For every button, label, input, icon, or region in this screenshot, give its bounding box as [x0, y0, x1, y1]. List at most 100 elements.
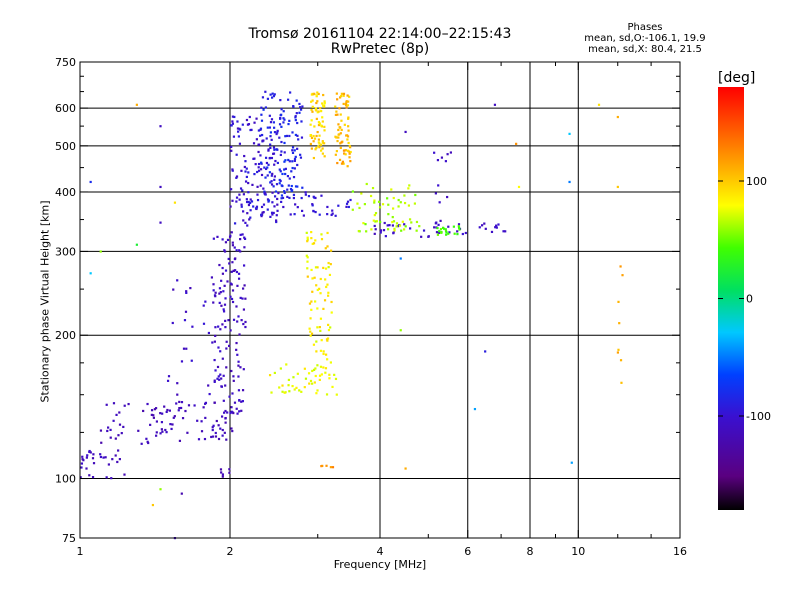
o-mode-point: [165, 410, 168, 414]
o-mode-point: [243, 154, 246, 158]
grid-layer: [80, 62, 680, 538]
x-mode-point: [326, 283, 329, 286]
o-mode-point: [146, 440, 149, 443]
o-mode-point: [269, 121, 273, 124]
o-mode-point: [403, 223, 406, 226]
o-mode-point: [288, 177, 291, 180]
x-mode-point: [295, 386, 298, 389]
o-mode-point: [152, 414, 155, 417]
x-mode-point: [318, 146, 321, 149]
x-mode-point: [316, 288, 319, 292]
o-mode-point: [241, 189, 244, 192]
o-mode-point: [218, 301, 221, 304]
o-mode-point: [291, 151, 295, 155]
scatter-point: [159, 221, 162, 224]
o-mode-point: [439, 219, 442, 222]
o-mode-point: [272, 211, 275, 215]
o-mode-point: [212, 283, 215, 286]
x-mode-point: [320, 238, 324, 241]
o-mode-point: [161, 412, 164, 415]
o-mode-point: [502, 230, 505, 233]
x-mode-point: [323, 299, 327, 302]
o-mode-point: [242, 308, 246, 311]
x-mode-point: [341, 160, 345, 163]
o-mode-point: [287, 158, 290, 162]
x-mode-point: [391, 220, 394, 224]
x-mode-point: [319, 107, 322, 110]
x-mode-point: [365, 182, 368, 186]
x-mode-point: [407, 204, 411, 207]
o-mode-point: [222, 374, 225, 377]
o-mode-point: [228, 262, 231, 265]
o-mode-point: [221, 323, 224, 326]
o-mode-point: [229, 234, 232, 237]
o-mode-point: [236, 127, 240, 130]
o-mode-point: [152, 416, 155, 419]
o-mode-point: [240, 400, 243, 403]
o-mode-point: [235, 175, 239, 178]
o-mode-point: [237, 272, 241, 275]
x-mode-point: [397, 198, 400, 202]
x-mode-point: [436, 227, 439, 230]
x-mode-point: [349, 150, 352, 154]
x-mode-point: [321, 152, 324, 155]
x-mode-point: [303, 367, 306, 370]
colorbar-tick-label: 100: [746, 175, 767, 188]
x-mode-point: [330, 300, 333, 304]
x-mode-point: [323, 100, 326, 103]
o-mode-point: [212, 237, 215, 240]
o-mode-point: [213, 401, 216, 404]
o-mode-point: [230, 406, 233, 409]
scatter-point: [515, 142, 518, 145]
o-mode-point: [147, 441, 150, 445]
o-mode-point: [231, 429, 234, 433]
o-mode-point: [269, 181, 272, 184]
o-mode-point: [289, 213, 292, 216]
o-mode-point: [307, 195, 311, 198]
o-mode-point: [284, 159, 287, 162]
x-mode-point: [619, 359, 623, 362]
o-mode-point: [226, 411, 229, 414]
o-mode-point: [104, 456, 107, 459]
x-mode-point: [327, 261, 330, 265]
x-mode-point: [621, 274, 624, 277]
x-mode-point: [321, 147, 324, 150]
o-mode-point: [272, 146, 276, 149]
o-mode-point: [495, 224, 498, 227]
x-mode-point: [348, 95, 351, 98]
x-mode-point: [316, 307, 319, 310]
o-mode-point: [159, 432, 162, 435]
y-tick-labels: 75 100 200 300 400 500 600 750: [55, 56, 76, 545]
x-mode-point: [323, 129, 326, 132]
o-mode-point: [237, 135, 241, 138]
o-mode-point: [231, 392, 234, 395]
o-mode-point: [259, 184, 262, 187]
x-mode-point: [346, 135, 350, 138]
o-mode-point: [231, 115, 235, 118]
o-mode-point: [118, 458, 121, 461]
o-mode-point: [91, 457, 95, 460]
x-mode-point: [323, 142, 326, 145]
o-mode-point: [293, 159, 296, 163]
o-mode-point: [280, 108, 283, 111]
x-mode-point: [313, 381, 316, 384]
x-mode-point: [303, 386, 306, 389]
y-tick-label: 600: [55, 102, 76, 115]
o-mode-point: [288, 119, 291, 122]
o-mode-point: [249, 201, 252, 205]
x-mode-point: [322, 93, 325, 97]
o-mode-point: [127, 402, 130, 406]
o-mode-point: [294, 119, 297, 122]
x-mode-point: [325, 338, 329, 341]
o-mode-point: [271, 92, 274, 95]
x-mode-point: [314, 266, 318, 269]
o-mode-point: [269, 146, 272, 150]
o-mode-point: [241, 287, 245, 290]
x-mode-point: [386, 228, 390, 231]
o-mode-point: [256, 170, 259, 174]
x-mode-point: [320, 110, 323, 113]
x-mode-point: [307, 372, 311, 375]
o-mode-point: [314, 210, 317, 214]
o-mode-point: [235, 270, 239, 274]
o-mode-point: [241, 297, 244, 300]
